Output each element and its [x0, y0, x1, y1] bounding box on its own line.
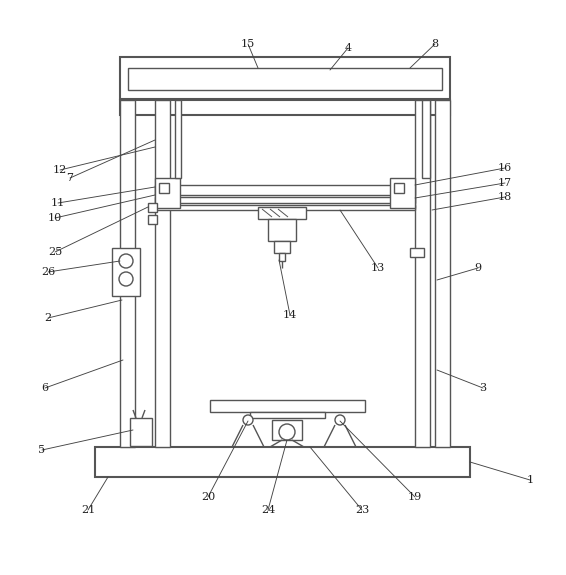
Circle shape: [119, 254, 133, 268]
Bar: [155, 197, 415, 203]
Text: 24: 24: [261, 505, 275, 515]
Bar: [279, 253, 285, 261]
Bar: [159, 183, 169, 193]
Bar: [155, 205, 415, 210]
Text: 23: 23: [355, 505, 369, 515]
Bar: [112, 248, 140, 296]
Circle shape: [279, 424, 295, 440]
Text: 4: 4: [345, 43, 351, 53]
Bar: [175, 100, 181, 178]
Bar: [120, 100, 450, 115]
Bar: [274, 241, 290, 253]
Bar: [410, 248, 424, 257]
Text: 2: 2: [45, 313, 52, 323]
Bar: [390, 178, 415, 208]
Bar: [415, 100, 430, 447]
Text: 8: 8: [431, 39, 439, 49]
Text: 5: 5: [38, 445, 45, 455]
Text: 10: 10: [48, 213, 62, 223]
Bar: [435, 100, 450, 447]
Bar: [422, 100, 430, 178]
Bar: [258, 207, 306, 219]
Text: 11: 11: [51, 198, 65, 208]
Bar: [394, 183, 404, 193]
Text: 26: 26: [41, 267, 55, 277]
Text: 12: 12: [53, 165, 67, 175]
Bar: [268, 219, 296, 241]
Text: 6: 6: [41, 383, 49, 393]
Bar: [155, 185, 415, 195]
Text: 7: 7: [66, 173, 74, 183]
Bar: [95, 447, 470, 477]
Text: 1: 1: [526, 475, 534, 485]
Bar: [155, 178, 180, 208]
Text: 19: 19: [408, 492, 422, 502]
Bar: [250, 412, 325, 418]
Circle shape: [335, 415, 345, 425]
Bar: [148, 203, 157, 212]
Bar: [155, 100, 170, 447]
Text: 17: 17: [498, 178, 512, 188]
Text: 21: 21: [81, 505, 95, 515]
Bar: [148, 215, 157, 224]
Bar: [120, 57, 450, 99]
Text: 16: 16: [498, 163, 512, 173]
Text: 9: 9: [474, 263, 482, 273]
Circle shape: [243, 415, 253, 425]
Text: 3: 3: [479, 383, 487, 393]
Text: 18: 18: [498, 192, 512, 202]
Text: 20: 20: [201, 492, 215, 502]
Circle shape: [119, 272, 133, 286]
Bar: [128, 68, 442, 90]
Text: 25: 25: [48, 247, 62, 257]
Bar: [210, 400, 365, 412]
Text: 14: 14: [283, 310, 297, 320]
Bar: [130, 418, 152, 446]
Bar: [272, 420, 302, 440]
Bar: [120, 100, 135, 447]
Text: 13: 13: [371, 263, 385, 273]
Text: 15: 15: [241, 39, 255, 49]
